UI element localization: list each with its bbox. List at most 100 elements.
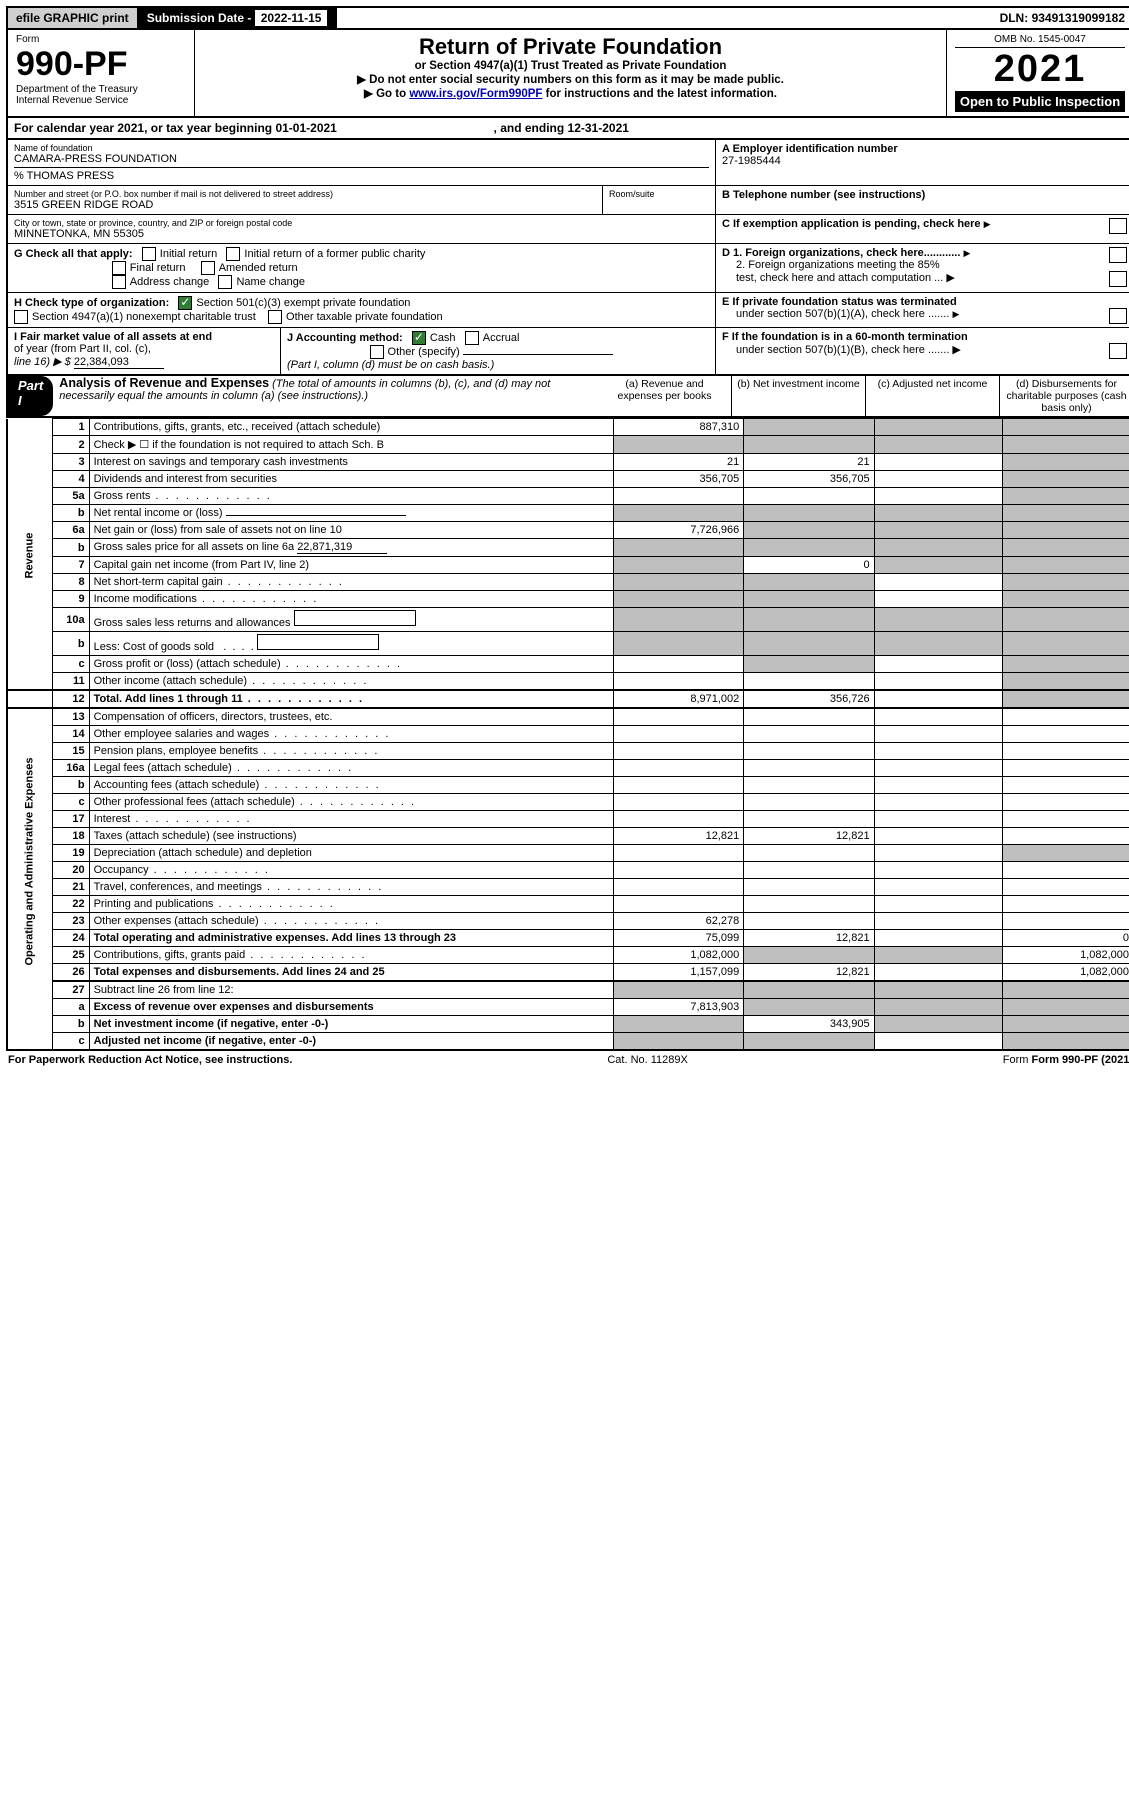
form-header: Form 990-PF Department of the Treasury I…	[6, 30, 1129, 118]
h-cell: H Check type of organization: Section 50…	[8, 293, 716, 327]
table-row: cOther professional fees (attach schedul…	[7, 794, 1129, 811]
table-row: 12 Total. Add lines 1 through 11 8,971,0…	[7, 690, 1129, 708]
d2-checkbox[interactable]	[1109, 271, 1127, 287]
j-cash-checkbox[interactable]	[412, 331, 426, 345]
table-row: 22Printing and publications	[7, 896, 1129, 913]
table-row: cAdjusted net income (if negative, enter…	[7, 1033, 1129, 1051]
arrow-icon	[963, 247, 970, 259]
g-final-return-checkbox[interactable]	[112, 261, 126, 275]
form-ref: Form Form 990-PF (2021)	[1003, 1054, 1129, 1066]
ein-cell: A Employer identification number 27-1985…	[716, 140, 1129, 185]
tax-year: 2021	[955, 48, 1125, 91]
table-row: aExcess of revenue over expenses and dis…	[7, 999, 1129, 1016]
id-row-3: City or town, state or province, country…	[6, 215, 1129, 244]
addr-cell: Number and street (or P.O. box number if…	[8, 186, 603, 214]
submission-date: 2022-11-15	[255, 10, 328, 26]
table-row: 18Taxes (attach schedule) (see instructi…	[7, 828, 1129, 845]
ein-value: 27-1985444	[722, 155, 1127, 167]
pra-notice: For Paperwork Reduction Act Notice, see …	[8, 1054, 292, 1066]
h-other-taxable-checkbox[interactable]	[268, 310, 282, 324]
efile-topbar: efile GRAPHIC print Submission Date - 20…	[6, 6, 1129, 30]
id-row-2: Number and street (or P.O. box number if…	[6, 186, 1129, 215]
h-4947-checkbox[interactable]	[14, 310, 28, 324]
phone-cell: B Telephone number (see instructions)	[716, 186, 1129, 214]
table-row: Revenue 1 Contributions, gifts, grants, …	[7, 419, 1129, 436]
part-i-table: Revenue 1 Contributions, gifts, grants, …	[6, 418, 1129, 1051]
foundation-name: CAMARA-PRESS FOUNDATION	[14, 153, 709, 165]
g-initial-return-checkbox[interactable]	[142, 247, 156, 261]
j-accrual-checkbox[interactable]	[465, 331, 479, 345]
room-cell: Room/suite	[603, 186, 716, 214]
j-other-checkbox[interactable]	[370, 345, 384, 359]
table-row: 17Interest	[7, 811, 1129, 828]
table-row: 26Total expenses and disbursements. Add …	[7, 964, 1129, 982]
table-row: 9 Income modifications	[7, 591, 1129, 608]
g-name-change-checkbox[interactable]	[218, 275, 232, 289]
l1-c	[874, 419, 1003, 436]
col-a-header: (a) Revenue and expenses per books	[598, 376, 732, 416]
g-row: G Check all that apply: Initial return I…	[6, 244, 1129, 293]
form-number: 990-PF	[16, 45, 186, 84]
dln: DLN: 93491319099182	[992, 8, 1129, 28]
id-row-1: Name of foundation CAMARA-PRESS FOUNDATI…	[6, 140, 1129, 186]
d-cell: D 1. Foreign organizations, check here..…	[716, 244, 1129, 292]
h-501c3-checkbox[interactable]	[178, 296, 192, 310]
g-amended-return-checkbox[interactable]	[201, 261, 215, 275]
expenses-sidelabel: Operating and Administrative Expenses	[7, 708, 53, 1016]
table-row: 15Pension plans, employee benefits	[7, 743, 1129, 760]
table-row: 8 Net short-term capital gain	[7, 574, 1129, 591]
city-state-zip: MINNETONKA, MN 55305	[14, 228, 709, 240]
l1-d	[1003, 419, 1129, 436]
dept-1: Department of the Treasury	[16, 84, 186, 95]
table-row: Operating and Administrative Expenses 13…	[7, 708, 1129, 726]
l6b-inline: 22,871,319	[297, 541, 387, 554]
table-row: b Gross sales price for all assets on li…	[7, 539, 1129, 557]
table-row: 2 Check ▶ ☐ if the foundation is not req…	[7, 436, 1129, 454]
part-i-badge: Part I	[8, 376, 53, 416]
g-initial-former-checkbox[interactable]	[226, 247, 240, 261]
g-address-change-checkbox[interactable]	[112, 275, 126, 289]
l1-a: 887,310	[613, 419, 744, 436]
table-row: 27Subtract line 26 from line 12:	[7, 981, 1129, 999]
table-row: 4 Dividends and interest from securities…	[7, 471, 1129, 488]
omb-no: OMB No. 1545-0047	[955, 34, 1125, 48]
table-row: 19Depreciation (attach schedule) and dep…	[7, 845, 1129, 862]
table-row: 11 Other income (attach schedule)	[7, 673, 1129, 691]
period-row: For calendar year 2021, or tax year begi…	[6, 118, 1129, 140]
table-row: b Net rental income or (loss)	[7, 505, 1129, 522]
page-footer: For Paperwork Reduction Act Notice, see …	[6, 1051, 1129, 1069]
cat-no: Cat. No. 11289X	[607, 1054, 688, 1066]
j-other-specify	[463, 354, 613, 355]
d1-checkbox[interactable]	[1109, 247, 1127, 263]
care-of: % THOMAS PRESS	[14, 167, 709, 182]
form-word: Form	[16, 34, 186, 45]
table-row: bNet investment income (if negative, ent…	[7, 1016, 1129, 1033]
table-row: 14Other employee salaries and wages	[7, 726, 1129, 743]
table-row: b Less: Cost of goods sold . . . .	[7, 632, 1129, 656]
form-instr-1: ▶ Do not enter social security numbers o…	[203, 72, 938, 86]
table-row: 23Other expenses (attach schedule) 62,27…	[7, 913, 1129, 930]
c-checkbox[interactable]	[1109, 218, 1127, 234]
analysis-text: Analysis of Revenue and Expenses (The to…	[53, 376, 598, 416]
table-row: 24Total operating and administrative exp…	[7, 930, 1129, 947]
arrow-icon	[952, 308, 959, 320]
f-cell: F If the foundation is in a 60-month ter…	[716, 328, 1129, 374]
fmv-value: 22,384,093	[74, 356, 164, 369]
form-number-cell: Form 990-PF Department of the Treasury I…	[8, 30, 195, 116]
form-990pf-link[interactable]: www.irs.gov/Form990PF	[409, 88, 542, 100]
part-i-title-cell: Part I Analysis of Revenue and Expenses …	[8, 376, 598, 416]
col-b-header: (b) Net investment income	[732, 376, 866, 416]
e-checkbox[interactable]	[1109, 308, 1127, 324]
col-c-header: (c) Adjusted net income	[866, 376, 1000, 416]
arrow-icon	[984, 218, 991, 230]
period-text: For calendar year 2021, or tax year begi…	[8, 118, 1129, 138]
f-checkbox[interactable]	[1109, 343, 1127, 359]
year-cell: OMB No. 1545-0047 2021 Open to Public In…	[947, 30, 1129, 116]
table-row: 20Occupancy	[7, 862, 1129, 879]
form-title-cell: Return of Private Foundation or Section …	[195, 30, 947, 116]
form-subtitle: or Section 4947(a)(1) Trust Treated as P…	[203, 60, 938, 72]
col-d-header: (d) Disbursements for charitable purpose…	[1000, 376, 1129, 416]
city-cell: City or town, state or province, country…	[8, 215, 716, 243]
j-cell: J Accounting method: Cash Accrual Other …	[281, 328, 716, 374]
table-row: 5a Gross rents	[7, 488, 1129, 505]
